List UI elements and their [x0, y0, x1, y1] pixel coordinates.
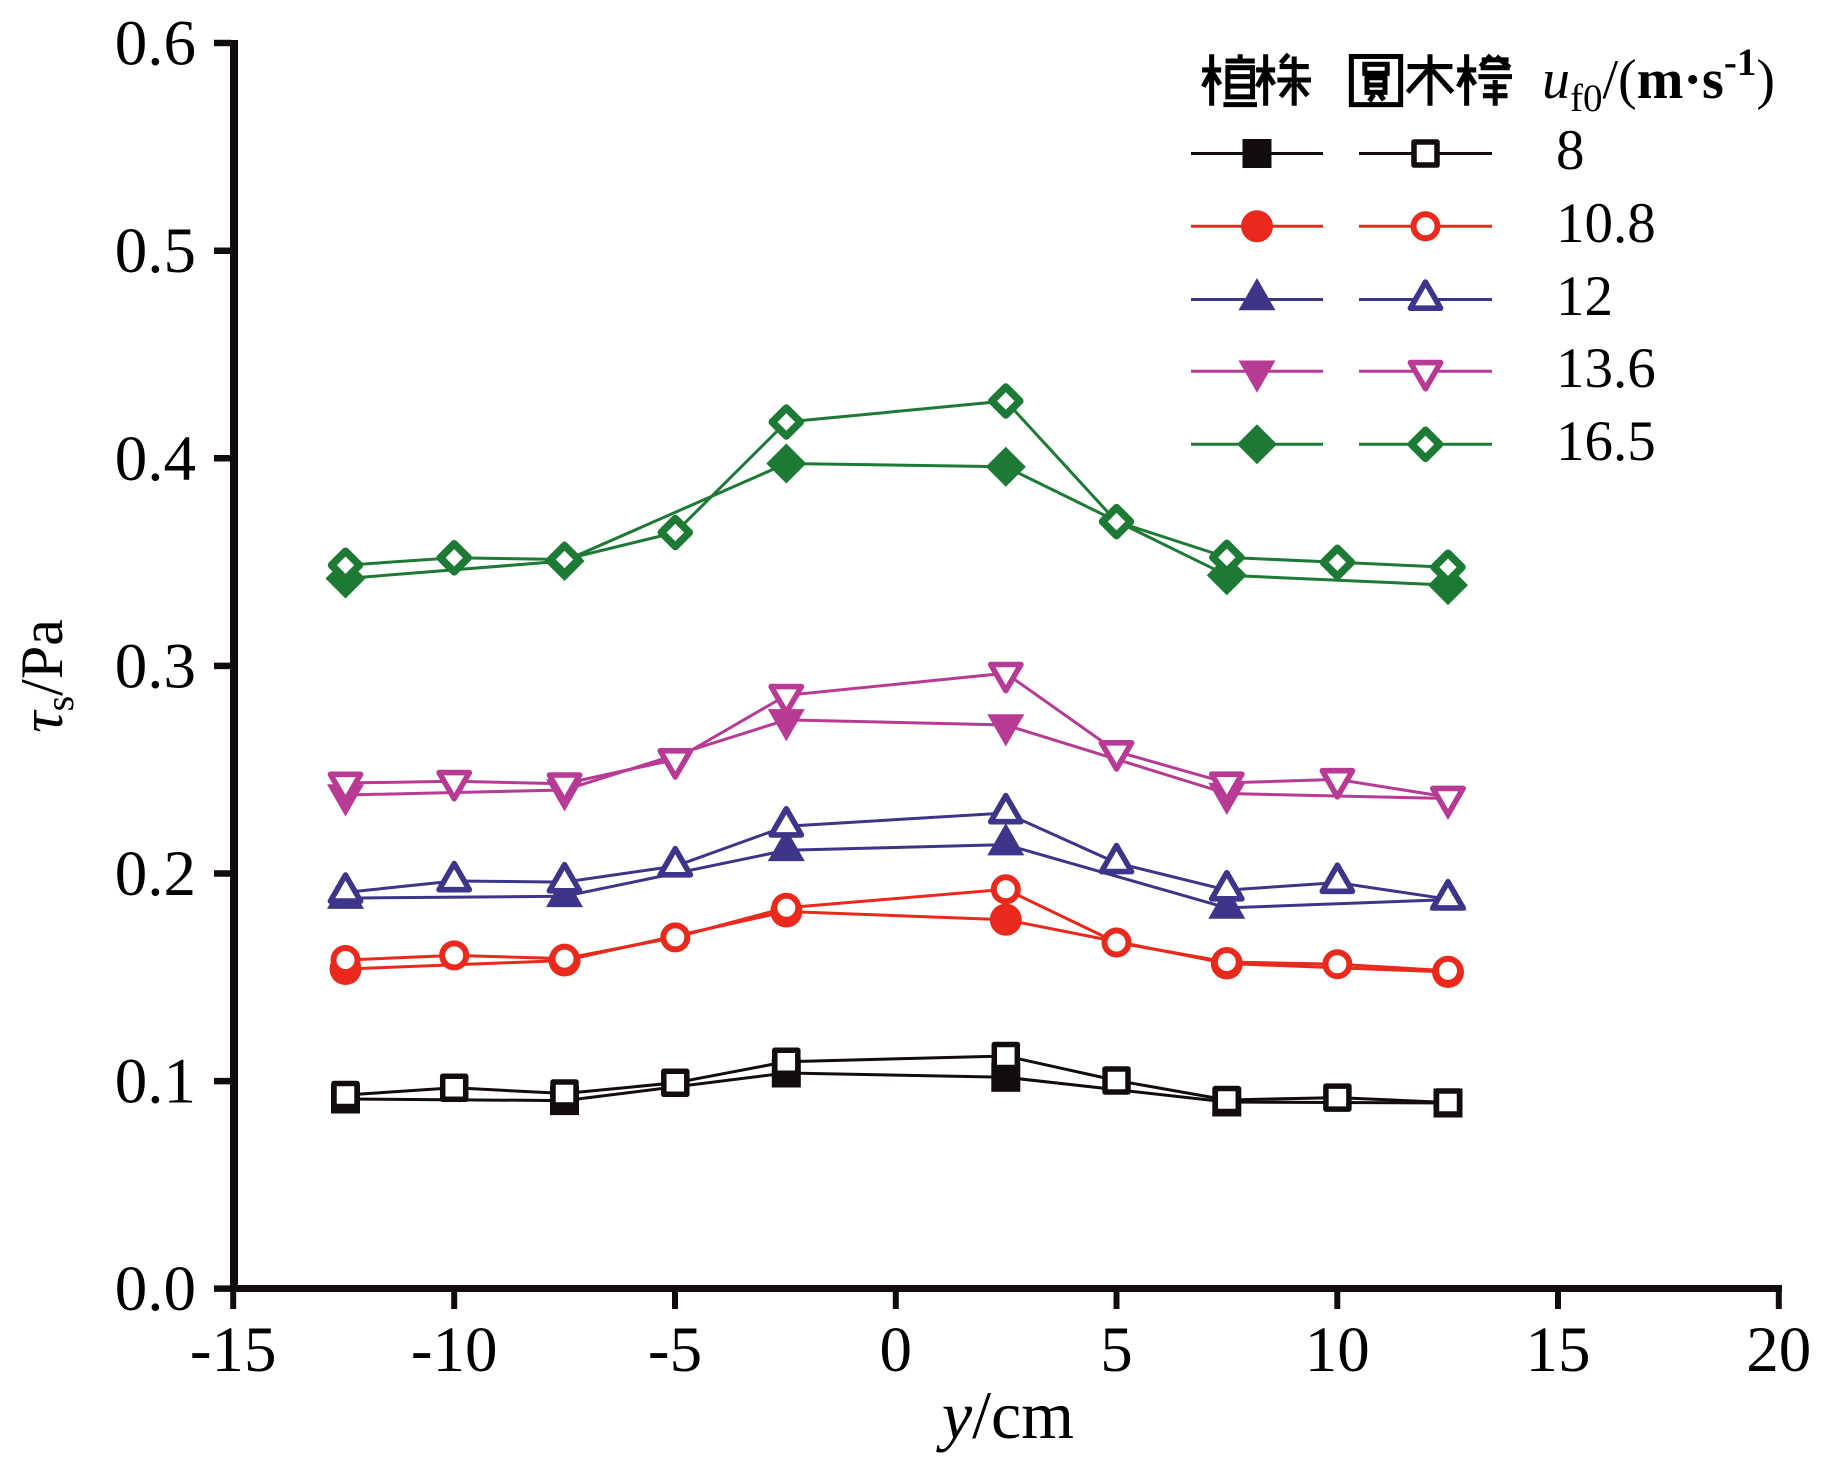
svg-text:-10: -10 — [411, 1314, 498, 1386]
svg-text:5: 5 — [1100, 1314, 1133, 1386]
svg-text:y/cm: y/cm — [936, 1377, 1074, 1453]
svg-text:0.0: 0.0 — [115, 1253, 196, 1325]
svg-text:0.1: 0.1 — [115, 1046, 196, 1118]
svg-text:0.6: 0.6 — [115, 8, 196, 80]
svg-text:0: 0 — [880, 1314, 913, 1386]
svg-text:-5: -5 — [648, 1314, 702, 1386]
svg-text:16.5: 16.5 — [1556, 410, 1656, 473]
svg-text:0.4: 0.4 — [115, 423, 196, 495]
svg-text:0.5: 0.5 — [115, 215, 196, 287]
svg-text:-15: -15 — [190, 1314, 277, 1386]
svg-text:τs/Pa: τs/Pa — [9, 619, 82, 733]
svg-text:10: 10 — [1305, 1314, 1370, 1386]
svg-text:0.3: 0.3 — [115, 630, 196, 702]
svg-text:12: 12 — [1556, 265, 1613, 328]
svg-text:8: 8 — [1556, 119, 1585, 182]
svg-text:uf0/(m·s-1): uf0/(m·s-1) — [1542, 41, 1775, 120]
svg-text:13.6: 13.6 — [1556, 337, 1656, 400]
svg-text:20: 20 — [1746, 1314, 1811, 1386]
svg-text:0.2: 0.2 — [115, 838, 196, 910]
svg-text:15: 15 — [1526, 1314, 1591, 1386]
svg-text:10.8: 10.8 — [1556, 192, 1656, 255]
